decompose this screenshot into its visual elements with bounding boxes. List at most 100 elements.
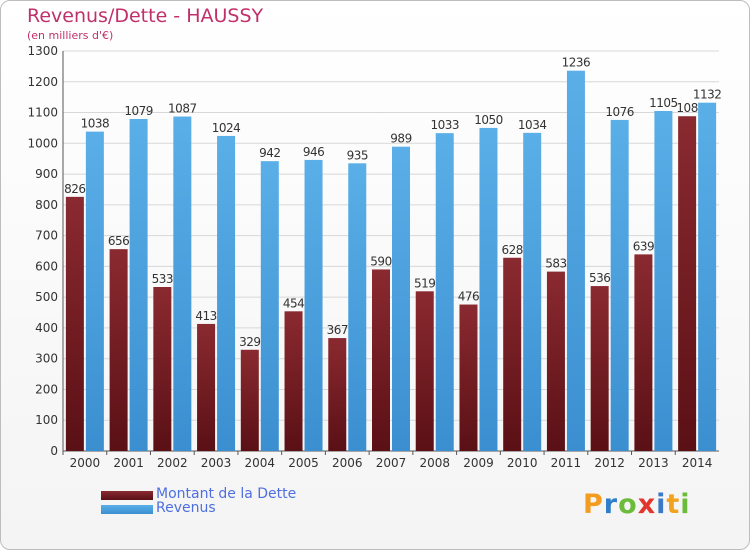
data-label-revenus: 989	[390, 132, 411, 146]
bar-revenus	[392, 146, 410, 451]
bar-revenus	[217, 135, 236, 451]
data-label-revenus: 1236	[562, 56, 591, 70]
bar-dette	[590, 286, 609, 451]
bar-revenus	[654, 111, 673, 451]
data-label-revenus: 1132	[693, 88, 722, 102]
y-tick-label: 200	[35, 382, 58, 396]
bar-revenus	[85, 131, 104, 451]
y-tick-label: 400	[35, 321, 58, 335]
x-tick-label: 2011	[551, 456, 582, 470]
x-tick-label: 2002	[157, 456, 188, 470]
data-label-dette: 656	[108, 234, 129, 248]
grid-lines	[63, 50, 719, 452]
x-tick-label: 2005	[288, 456, 319, 470]
bar-dette	[284, 311, 303, 451]
bar-dette	[503, 257, 522, 451]
x-tick-label: 2010	[507, 456, 538, 470]
x-tick-label: 2004	[245, 456, 276, 470]
y-tick-label: 800	[35, 198, 58, 212]
bar-revenus	[523, 132, 542, 451]
y-tick-label: 500	[35, 290, 58, 304]
bar-dette	[634, 254, 653, 451]
x-tick-label: 2012	[594, 456, 625, 470]
bar-revenus	[173, 116, 192, 452]
data-label-dette: 826	[64, 182, 85, 196]
bar-dette	[328, 338, 347, 451]
bar-revenus	[566, 70, 585, 451]
bar-dette	[65, 196, 84, 451]
chart-title: Revenus/Dette - HAUSSY	[27, 5, 264, 27]
legend-label-dette: Montant de la Dette	[156, 486, 297, 502]
data-label-dette: 639	[633, 239, 654, 253]
data-label-dette: 108	[676, 101, 697, 115]
logo-letter: i	[656, 489, 667, 520]
bar-revenus	[479, 127, 498, 451]
bar-dette	[546, 271, 565, 451]
bar-dette	[109, 249, 128, 451]
y-tick-label: 1000	[27, 136, 58, 150]
y-tick-label: 0	[50, 444, 58, 458]
data-label-dette: 367	[327, 323, 348, 337]
data-label-revenus: 1050	[474, 113, 503, 127]
bar-revenus	[304, 159, 323, 451]
data-label-dette: 519	[414, 276, 435, 290]
y-tick-label: 300	[35, 352, 58, 366]
data-label-revenus: 1024	[212, 121, 241, 135]
data-label-revenus: 1105	[649, 96, 678, 110]
bar-revenus	[698, 102, 717, 451]
data-label-revenus: 942	[259, 146, 280, 160]
x-tick-label: 2013	[638, 456, 669, 470]
legend-swatch-revenus	[101, 505, 153, 514]
logo-letter: o	[618, 489, 638, 520]
y-tick-label: 1200	[27, 75, 58, 89]
bar-dette	[678, 116, 697, 451]
data-label-revenus: 1033	[430, 118, 459, 132]
data-label-dette: 536	[589, 271, 610, 285]
logo-letter: i	[680, 489, 691, 520]
logo-letter: r	[603, 489, 619, 520]
y-tick-label: 1100	[27, 106, 58, 120]
x-tick-label: 2007	[376, 456, 407, 470]
bars	[65, 70, 717, 452]
y-tick-label: 600	[35, 259, 58, 273]
data-label-dette: 454	[283, 296, 304, 310]
axes: 0 100 200 300 400 500 600 700 800 900 1000 1100 1200…	[27, 44, 719, 470]
y-tick-label: 700	[35, 229, 58, 243]
logo-letter: t	[666, 489, 681, 520]
y-tick-label: 100	[35, 413, 58, 427]
legend-label-revenus: Revenus	[156, 500, 216, 516]
data-label-dette: 590	[370, 254, 391, 268]
bar-revenus	[129, 119, 148, 451]
logo-letter: x	[637, 489, 657, 520]
x-tick-label: 2003	[201, 456, 232, 470]
data-label-dette: 533	[152, 272, 173, 286]
bar-revenus	[610, 119, 629, 451]
data-labels: 826 1038 656 1079 533 1087 413 1024 329 942 454 946…	[64, 56, 722, 349]
data-label-revenus: 1076	[605, 105, 634, 119]
x-tick-label: 2001	[113, 456, 144, 470]
x-tick-label: 2008	[419, 456, 450, 470]
x-tick-label: 2009	[463, 456, 494, 470]
bar-dette	[372, 269, 390, 451]
bar-revenus	[435, 133, 454, 451]
data-label-revenus: 1079	[124, 104, 153, 118]
bar-revenus	[260, 161, 279, 451]
data-label-dette: 476	[458, 290, 479, 304]
bar-dette	[153, 287, 172, 451]
y-tick-label: 900	[35, 167, 58, 181]
bar-dette	[197, 323, 216, 451]
chart-subtitle: (en milliers d'€)	[27, 29, 114, 42]
x-tick-label: 2006	[332, 456, 363, 470]
bar-dette	[415, 291, 434, 451]
data-label-revenus: 1038	[81, 117, 110, 131]
data-label-dette: 583	[545, 257, 566, 271]
bar-revenus	[348, 163, 367, 452]
y-tick-label: 1300	[27, 44, 58, 58]
bar-dette	[459, 304, 478, 451]
logo-letter: P	[583, 489, 604, 520]
proxiti-logo: Proxiti	[583, 489, 691, 520]
data-label-revenus: 946	[303, 145, 324, 159]
data-label-revenus: 935	[347, 148, 368, 162]
